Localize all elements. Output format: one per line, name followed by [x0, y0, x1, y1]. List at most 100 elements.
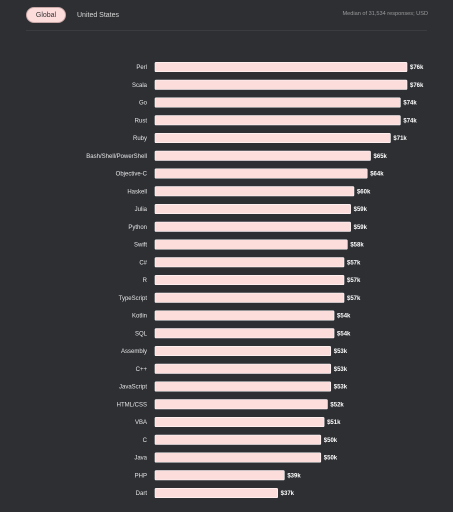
- category-label: Rust: [135, 118, 148, 124]
- value-label: $76k: [410, 83, 424, 89]
- category-label: Objective-C: [116, 172, 148, 178]
- bar-row: Ruby $71k: [133, 132, 407, 144]
- bar-row: R $57k: [143, 274, 361, 286]
- bar-row: Python $59k: [128, 221, 368, 232]
- value-label: $54k: [337, 331, 351, 337]
- category-label: C++: [136, 367, 148, 373]
- bar: [154, 487, 278, 499]
- value-label: $60k: [357, 189, 371, 195]
- category-label: SQL: [135, 331, 148, 337]
- value-label: $74k: [403, 118, 417, 124]
- bar-row: C++ $53k: [136, 363, 348, 374]
- category-label: Dart: [136, 491, 148, 497]
- bar-row: C# $57k: [139, 257, 361, 268]
- value-label: $74k: [403, 101, 417, 107]
- bar: [154, 345, 332, 357]
- category-label: Scala: [132, 83, 148, 89]
- value-label: $64k: [370, 172, 384, 178]
- bar-row: TypeScript $57k: [119, 292, 361, 303]
- tab-united-states[interactable]: United States: [77, 11, 120, 19]
- bar-row: SQL $54k: [135, 328, 351, 339]
- bar: [154, 310, 335, 321]
- value-label: $57k: [347, 296, 361, 302]
- category-label: Perl: [136, 65, 147, 71]
- bar-row: Haskell $60k: [127, 186, 371, 197]
- bar: [154, 186, 355, 197]
- bar: [154, 434, 322, 445]
- bar-row: Rust $74k: [135, 115, 417, 126]
- bar: [154, 381, 332, 392]
- category-label: Go: [139, 101, 148, 107]
- value-label: $58k: [350, 243, 364, 249]
- bar: [154, 274, 345, 286]
- value-label: $59k: [354, 225, 368, 231]
- value-label: $39k: [287, 473, 301, 479]
- category-label: JavaScript: [119, 385, 147, 391]
- bar-row: HTML/CSS $52k: [117, 399, 344, 410]
- bar: [154, 97, 401, 108]
- bar: [154, 328, 335, 339]
- value-label: $54k: [337, 314, 351, 320]
- value-label: $50k: [324, 456, 338, 462]
- bar-row: JavaScript $53k: [119, 381, 348, 392]
- chart-caption: Median of 31,534 responses; USD: [342, 11, 428, 17]
- bar: [154, 150, 371, 161]
- value-label: $53k: [334, 349, 348, 355]
- value-label: $71k: [393, 136, 407, 142]
- value-label: $37k: [281, 491, 295, 497]
- bar-row: Kotlin $54k: [132, 310, 351, 321]
- category-label: Bash/Shell/PowerShell: [86, 154, 147, 160]
- value-label: $53k: [334, 385, 348, 391]
- header-divider: [26, 30, 427, 31]
- category-label: R: [143, 278, 148, 284]
- value-label: $53k: [334, 367, 348, 373]
- category-label: VBA: [135, 420, 147, 426]
- bar: [154, 203, 351, 215]
- bar: [154, 416, 325, 428]
- category-label: C: [143, 438, 148, 444]
- bar-row: Go $74k: [139, 97, 417, 108]
- bar: [154, 399, 328, 410]
- bar: [154, 452, 322, 463]
- bar-row: Objective-C $64k: [116, 168, 384, 179]
- category-label: TypeScript: [119, 296, 148, 302]
- bar: [154, 132, 391, 144]
- bar-row: C $50k: [143, 434, 338, 445]
- bar-row: Julia $59k: [135, 203, 368, 215]
- bar-row: VBA $51k: [135, 416, 341, 428]
- value-label: $76k: [410, 65, 424, 71]
- value-label: $57k: [347, 278, 361, 284]
- bar-row: Swift $58k: [134, 239, 364, 250]
- value-label: $65k: [374, 154, 388, 160]
- value-label: $57k: [347, 260, 361, 266]
- value-label: $51k: [327, 420, 341, 426]
- region-tabs: Global United States: [26, 7, 119, 23]
- category-label: C#: [139, 260, 147, 266]
- value-label: $50k: [324, 438, 338, 444]
- bar-row: Java $50k: [134, 452, 338, 463]
- bar: [154, 168, 368, 179]
- category-label: Kotlin: [132, 314, 147, 320]
- category-label: HTML/CSS: [117, 402, 147, 408]
- category-label: Assembly: [121, 349, 147, 355]
- value-label: $52k: [330, 402, 344, 408]
- bar: [154, 79, 408, 90]
- bar-row: PHP $39k: [135, 470, 301, 481]
- bar: [154, 221, 351, 232]
- tab-global[interactable]: Global: [26, 7, 66, 23]
- category-label: Swift: [134, 243, 147, 249]
- bar-row: Bash/Shell/PowerShell $65k: [86, 150, 388, 161]
- category-label: Python: [128, 225, 147, 231]
- bar: [154, 363, 332, 374]
- category-label: PHP: [135, 473, 147, 479]
- category-label: Haskell: [127, 189, 147, 195]
- bar-row: Perl $76k: [136, 61, 424, 73]
- category-label: Java: [134, 456, 147, 462]
- value-label: $59k: [354, 207, 368, 213]
- bar: [154, 257, 345, 268]
- category-label: Julia: [135, 207, 148, 213]
- bar: [154, 470, 285, 481]
- bar: [154, 292, 345, 303]
